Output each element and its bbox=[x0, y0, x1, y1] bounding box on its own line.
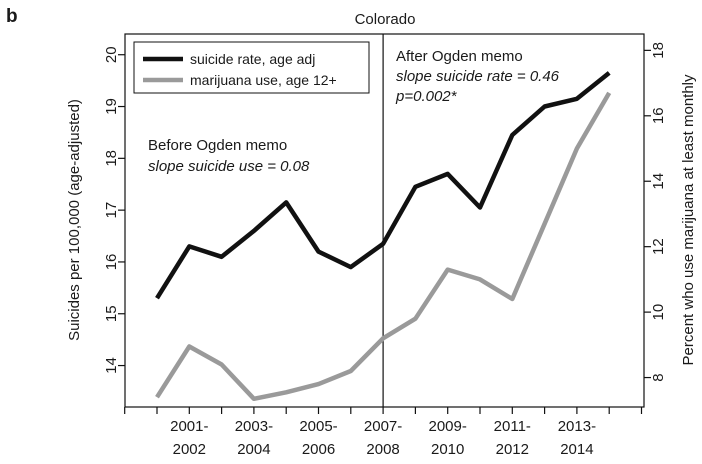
x-tick-label: 2009- bbox=[429, 418, 467, 435]
legend-label-suicide-rate: suicide rate, age adj bbox=[190, 51, 315, 67]
x-axis: 2001- 2002 2003- 2004 2005- 2006 2007- 2008 2009… bbox=[124, 407, 643, 458]
panel-letter: b bbox=[6, 6, 18, 27]
x-tick-label: 2008 bbox=[366, 441, 399, 458]
legend-label-marijuana-use: marijuana use, age 12+ bbox=[190, 72, 337, 88]
left-y-tick-label: 14 bbox=[103, 357, 120, 374]
annotation-before-title: Before Ogden memo bbox=[148, 137, 287, 154]
plot-frame bbox=[124, 33, 645, 408]
chart-title: Colorado bbox=[355, 11, 416, 28]
x-tick-label: 2003- bbox=[235, 418, 273, 435]
right-y-axis-label: Percent who use marijuana at least month… bbox=[680, 74, 697, 365]
series-line-suicide-rate bbox=[155, 71, 611, 300]
annotation-before-slope: slope suicide use = 0.08 bbox=[148, 158, 310, 175]
left-y-tick-label: 19 bbox=[103, 98, 120, 115]
annotation-after-title: After Ogden memo bbox=[396, 48, 523, 65]
right-y-axis: 8 10 12 14 16 18 bbox=[644, 42, 667, 382]
annotation-after-p: p=0.002* bbox=[395, 88, 458, 105]
x-tick-label: 2007- bbox=[364, 418, 402, 435]
x-tick-label: 2005- bbox=[299, 418, 337, 435]
legend-box bbox=[133, 41, 370, 94]
x-tick-label: 2001- bbox=[170, 418, 208, 435]
x-tick-label: 2013- bbox=[558, 418, 596, 435]
legend: suicide rate, age adj marijuana use, age… bbox=[133, 41, 370, 94]
right-y-tick-label: 16 bbox=[650, 107, 667, 124]
left-y-axis: 14 15 16 17 18 19 20 bbox=[103, 46, 125, 374]
right-y-tick-label: 18 bbox=[650, 42, 667, 59]
right-y-tick-label: 8 bbox=[650, 373, 667, 381]
left-y-axis-label: Suicides per 100,000 (age-adjusted) bbox=[66, 99, 83, 341]
annotation-after-slope: slope suicide rate = 0.46 bbox=[396, 68, 560, 85]
right-y-tick-label: 12 bbox=[650, 238, 667, 255]
left-y-tick-label: 15 bbox=[103, 305, 120, 322]
x-tick-label: 2011- bbox=[494, 418, 531, 435]
x-tick-label: 2012 bbox=[496, 441, 529, 458]
x-tick-label: 2014 bbox=[560, 441, 593, 458]
right-y-tick-label: 14 bbox=[650, 173, 667, 190]
x-tick-label: 2002 bbox=[173, 441, 206, 458]
series-line-marijuana-use bbox=[155, 91, 612, 402]
right-y-tick-label: 10 bbox=[650, 304, 667, 321]
x-tick-label: 2006 bbox=[302, 441, 335, 458]
x-tick-label: 2010 bbox=[431, 441, 464, 458]
x-tick-label: 2004 bbox=[237, 441, 270, 458]
left-y-tick-label: 20 bbox=[103, 46, 120, 63]
left-y-tick-label: 18 bbox=[103, 150, 120, 167]
left-y-tick-label: 16 bbox=[103, 254, 120, 271]
left-y-tick-label: 17 bbox=[103, 202, 120, 219]
